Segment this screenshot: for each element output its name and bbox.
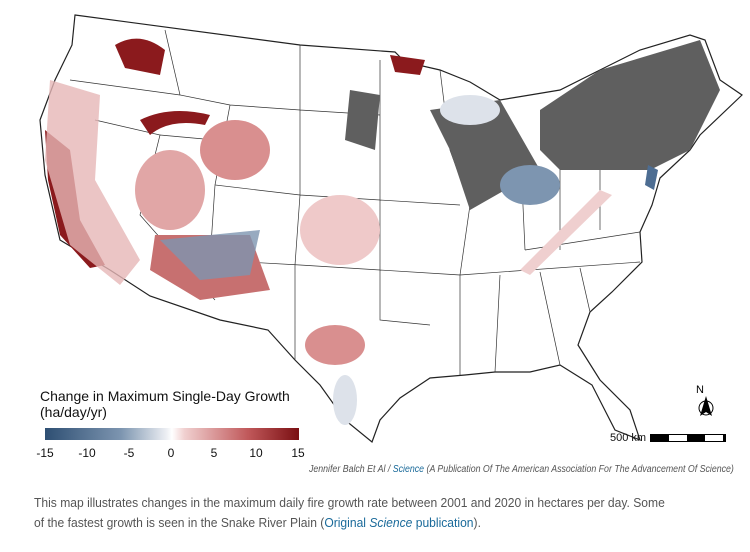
region-nj-blue <box>645 165 658 190</box>
north-label: N <box>696 384 704 396</box>
credit-separator: / <box>388 464 391 475</box>
region-midwest-gray <box>345 40 720 210</box>
region-mn-north <box>390 55 425 75</box>
legend-tick: -10 <box>78 446 96 460</box>
color-legend: Change in Maximum Single-Day Growth (ha/… <box>36 388 310 462</box>
legend-tick: 0 <box>167 446 175 460</box>
legend-tick: -15 <box>36 446 54 460</box>
region-ohio-blue <box>500 165 560 205</box>
image-credit: Jennifer Balch Et Al / Science (A Public… <box>309 464 734 475</box>
credit-description: (A Publication Of The American Associati… <box>426 464 734 475</box>
region-wa-north <box>115 38 165 75</box>
region-snake-river <box>140 111 210 135</box>
original-publication-link[interactable]: Original Science publication <box>324 515 473 530</box>
legend-color-bar <box>45 428 299 440</box>
region-plains <box>300 195 380 265</box>
region-nevada <box>135 150 205 230</box>
caption-text: This map illustrates changes in the maxi… <box>34 495 665 530</box>
scale-label: 500 km <box>610 432 647 444</box>
link-part-italic: Science <box>369 515 413 530</box>
compass-icon <box>698 396 714 416</box>
caption: This map illustrates changes in the maxi… <box>34 493 676 533</box>
legend-ticks: -15 -10 -5 0 5 10 15 <box>36 446 310 462</box>
region-four-corners-blue <box>160 230 260 280</box>
legend-tick: 15 <box>291 446 305 460</box>
region-wy <box>200 120 270 180</box>
region-lakes-light <box>440 95 500 125</box>
fire-growth-regions <box>45 38 720 425</box>
link-part: publication <box>412 515 474 530</box>
legend-tick: 10 <box>249 446 263 460</box>
scale-bar-graphic <box>650 434 727 442</box>
science-link[interactable]: Science <box>392 464 425 475</box>
credit-author: Jennifer Balch Et Al <box>309 464 386 475</box>
legend-title: Change in Maximum Single-Day Growth <box>40 388 290 404</box>
legend-tick: 5 <box>210 446 218 460</box>
scale-bar: 500 km <box>610 432 727 444</box>
legend-units: (ha/day/yr) <box>40 404 107 420</box>
legend-tick: -5 <box>123 446 135 460</box>
us-fire-growth-map <box>39 14 743 443</box>
region-texas <box>305 325 365 365</box>
region-south-tx <box>333 375 357 425</box>
caption-end: ). <box>473 515 481 530</box>
link-part: Original <box>324 515 370 530</box>
region-west-coast <box>45 80 140 285</box>
region-appalachia <box>520 190 612 275</box>
north-arrow-icon: N <box>696 384 716 425</box>
